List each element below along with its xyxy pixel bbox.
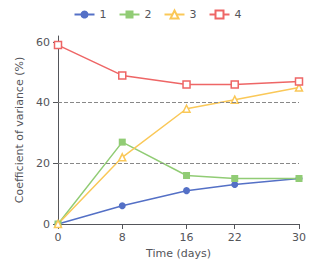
- svg-text:4: 4: [234, 8, 241, 21]
- svg-text:20: 20: [36, 157, 50, 170]
- svg-text:0: 0: [43, 218, 50, 231]
- svg-text:1: 1: [100, 8, 107, 21]
- svg-text:2: 2: [145, 8, 152, 21]
- svg-text:60: 60: [36, 36, 50, 49]
- svg-text:40: 40: [36, 96, 50, 109]
- svg-text:0: 0: [55, 231, 62, 244]
- svg-text:Time (days): Time (days): [145, 247, 211, 260]
- svg-text:8: 8: [119, 231, 126, 244]
- svg-text:Coefficient of variance (%): Coefficient of variance (%): [13, 57, 26, 203]
- svg-text:3: 3: [190, 8, 197, 21]
- svg-text:30: 30: [292, 231, 306, 244]
- svg-text:22: 22: [228, 231, 242, 244]
- svg-text:16: 16: [180, 231, 194, 244]
